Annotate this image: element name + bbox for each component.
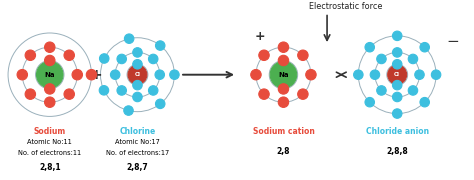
Text: Electrostatic force: Electrostatic force [310,2,383,11]
Ellipse shape [148,54,158,64]
Text: 2,8,8: 2,8,8 [386,147,408,156]
Ellipse shape [259,50,269,60]
Ellipse shape [25,50,36,60]
Ellipse shape [392,60,402,69]
Ellipse shape [431,70,441,79]
Text: Cl: Cl [394,72,400,77]
Ellipse shape [133,92,142,102]
Ellipse shape [128,65,147,84]
Ellipse shape [388,65,407,84]
Ellipse shape [251,69,261,80]
Ellipse shape [365,42,374,52]
Ellipse shape [64,89,74,99]
Ellipse shape [420,97,429,107]
Ellipse shape [45,42,55,52]
Text: +: + [255,30,265,42]
Ellipse shape [133,48,142,57]
Text: Na: Na [45,72,55,78]
Text: No. of electrons:17: No. of electrons:17 [106,150,169,156]
Ellipse shape [100,54,109,63]
Ellipse shape [148,86,158,95]
Ellipse shape [25,89,36,99]
Ellipse shape [392,48,402,57]
Ellipse shape [124,34,134,43]
Ellipse shape [45,55,55,66]
Ellipse shape [117,86,127,95]
Ellipse shape [99,86,109,95]
Ellipse shape [298,89,308,99]
Ellipse shape [270,61,297,88]
Text: Atomic No:17: Atomic No:17 [115,139,160,145]
Text: 2,8,7: 2,8,7 [127,163,148,172]
Ellipse shape [298,50,308,60]
Ellipse shape [133,80,142,90]
Ellipse shape [133,60,142,69]
Ellipse shape [117,54,127,64]
Ellipse shape [392,92,402,102]
Ellipse shape [110,70,120,79]
Ellipse shape [306,69,316,80]
Ellipse shape [415,70,424,79]
Ellipse shape [420,42,429,52]
Ellipse shape [259,89,269,99]
Ellipse shape [155,41,165,50]
Ellipse shape [64,50,74,60]
Ellipse shape [278,84,289,94]
Ellipse shape [278,42,289,52]
Text: Chloride anion: Chloride anion [365,127,429,136]
Ellipse shape [45,97,55,107]
Text: Chlorine: Chlorine [119,127,155,136]
Text: Atomic No:11: Atomic No:11 [27,139,72,145]
Text: +: + [91,68,102,82]
Text: Sodium cation: Sodium cation [253,127,314,136]
Ellipse shape [72,69,82,80]
Ellipse shape [370,70,380,79]
Text: Cl: Cl [135,72,140,77]
Ellipse shape [170,70,179,79]
Ellipse shape [392,109,402,118]
Ellipse shape [354,70,363,79]
Text: 2,8: 2,8 [277,147,290,156]
Ellipse shape [278,55,289,66]
Ellipse shape [377,86,386,95]
Ellipse shape [408,54,418,64]
Ellipse shape [408,86,418,95]
Ellipse shape [45,84,55,94]
Text: Na: Na [278,72,289,78]
Text: No. of electrons:11: No. of electrons:11 [18,150,82,156]
Ellipse shape [86,69,97,80]
Text: −: − [447,34,459,49]
Ellipse shape [36,61,63,88]
Ellipse shape [155,99,165,109]
Ellipse shape [17,69,27,80]
Ellipse shape [365,97,374,107]
Ellipse shape [278,97,289,107]
Text: 2,8,1: 2,8,1 [39,163,61,172]
Ellipse shape [377,54,386,64]
Ellipse shape [124,106,133,115]
Text: Sodium: Sodium [34,127,66,136]
Ellipse shape [155,70,164,79]
Ellipse shape [392,80,402,90]
Ellipse shape [392,31,402,40]
